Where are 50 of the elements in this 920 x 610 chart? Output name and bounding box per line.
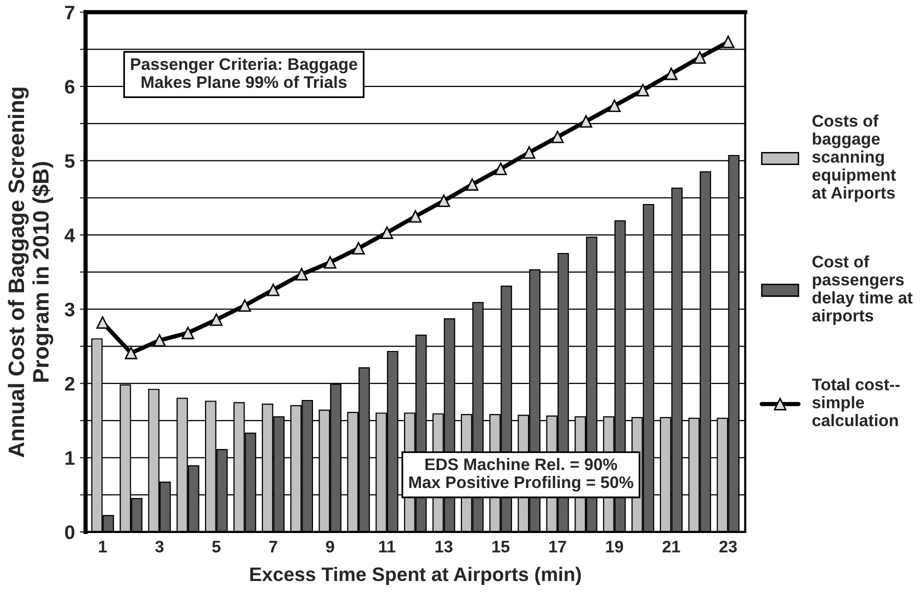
legend-label: Costs of baggage scanning equipment at Airports <box>812 114 896 202</box>
point <box>380 226 394 239</box>
point <box>352 242 365 255</box>
x-axis-title: Excess Time Spent at Airports (min) <box>250 566 581 586</box>
point <box>580 115 592 128</box>
annotation: EDS Machine Rel. = 90% Max Positive Profiling = 50% <box>409 458 634 492</box>
x-tick-label: 23 <box>719 540 737 553</box>
point <box>608 100 621 112</box>
annotation: Passenger Criteria: Baggage Makes Plane 99% of Trials <box>131 58 358 88</box>
y-tick-label: 6 <box>65 80 74 94</box>
point <box>636 84 650 96</box>
x-tick-label: 1 <box>99 540 107 552</box>
point <box>409 210 422 223</box>
y-tick-label: 0 <box>65 525 74 540</box>
x-tick-label: 13 <box>436 540 452 553</box>
x-tick-label: 11 <box>379 540 396 552</box>
point <box>665 68 678 80</box>
y-tick-label: 2 <box>65 376 74 390</box>
y-tick-label: 3 <box>64 302 74 316</box>
point <box>494 162 507 176</box>
point <box>266 284 280 296</box>
point <box>693 51 706 64</box>
legend-label: Cost of passengers delay time at airports <box>812 255 913 325</box>
point <box>124 346 138 360</box>
point <box>182 326 194 340</box>
x-tick-label: 7 <box>269 540 278 552</box>
point <box>210 313 223 326</box>
x-tick-label: 15 <box>492 540 510 552</box>
point <box>466 178 478 191</box>
point <box>324 256 336 269</box>
x-tick-label: 5 <box>212 540 221 552</box>
point <box>153 334 166 347</box>
y-axis-title: Annual Cost of Baggage Screening Program in 2010 ($B) <box>8 88 54 458</box>
point <box>438 194 450 208</box>
x-tick-label: 3 <box>155 540 164 553</box>
point <box>551 130 564 144</box>
y-tick-label: 5 <box>64 154 75 168</box>
point <box>96 316 109 329</box>
x-tick-label: 21 <box>662 540 680 552</box>
point <box>295 268 308 281</box>
x-tick-label: 9 <box>326 540 334 552</box>
point <box>238 299 252 312</box>
point <box>722 36 734 48</box>
legend-label: Total cost-- simple calculation <box>812 378 900 426</box>
point <box>522 146 536 159</box>
y-tick-label: 7 <box>65 6 74 20</box>
x-tick-label: 19 <box>606 540 624 552</box>
x-tick-label: 17 <box>549 540 566 552</box>
y-tick-label: 4 <box>64 228 76 242</box>
y-tick-label: 1 <box>66 451 75 465</box>
